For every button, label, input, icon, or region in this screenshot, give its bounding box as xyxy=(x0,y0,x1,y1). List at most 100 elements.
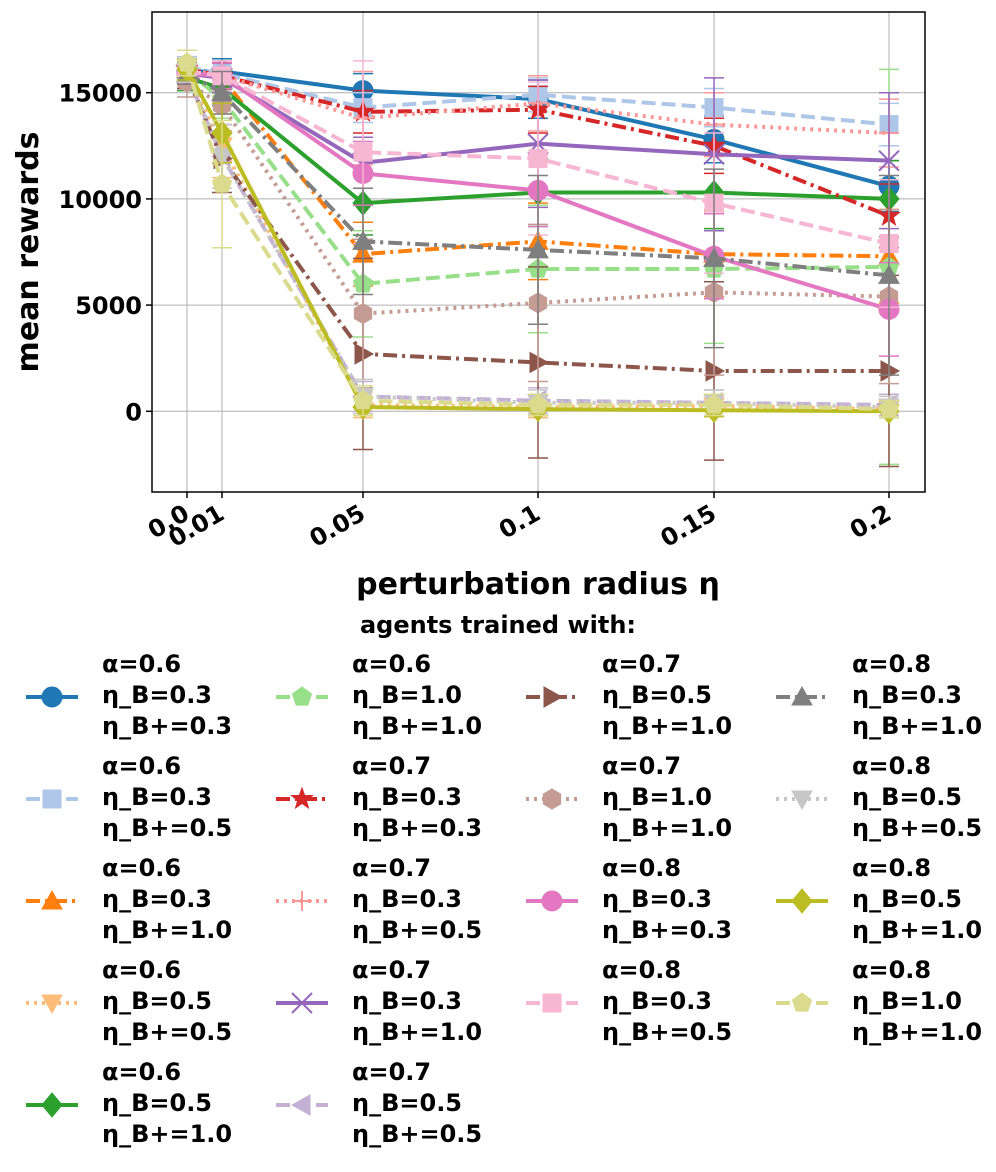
data-point xyxy=(352,390,374,410)
legend-label: α=0.7 xyxy=(352,854,431,882)
legend-item-14: α=0.8 η_B=0.3 η_B+=0.5 xyxy=(526,956,732,1046)
legend-label: η_B+=0.5 xyxy=(352,1120,482,1148)
legend-marker xyxy=(791,685,813,706)
legend-marker xyxy=(41,686,63,708)
legend-item-16: α=0.8 η_B=0.5 η_B+=0.5 xyxy=(776,752,982,842)
legend-label: η_B+=1.0 xyxy=(352,1018,482,1046)
legend-item-7: α=0.7 η_B=0.3 η_B+=0.3 xyxy=(276,752,482,842)
y-axis-title: mean rewards xyxy=(11,132,46,373)
legend-label: η_B+=1.0 xyxy=(602,814,732,842)
data-point xyxy=(878,398,900,418)
legend-item-3: α=0.6 η_B=0.3 η_B+=1.0 xyxy=(26,854,232,944)
legend-label: η_B=1.0 xyxy=(352,681,462,709)
legend-label: η_B+=1.0 xyxy=(102,1120,232,1148)
legend-marker xyxy=(41,1092,63,1118)
legend-label: α=0.7 xyxy=(602,650,681,678)
series-line xyxy=(185,62,890,412)
legend-label: η_B+=0.3 xyxy=(352,814,482,842)
legend-label: η_B=0.3 xyxy=(102,885,212,913)
legend-label: α=0.8 xyxy=(602,956,681,984)
data-point xyxy=(878,264,900,284)
legend-item-12: α=0.7 η_B=1.0 η_B+=1.0 xyxy=(526,752,732,842)
legend-label: η_B+=1.0 xyxy=(852,712,982,740)
legend-marker xyxy=(290,786,314,810)
data-point xyxy=(703,394,725,414)
legend-label: η_B=0.3 xyxy=(352,885,462,913)
series-18 xyxy=(176,49,900,419)
legend-label: η_B=0.3 xyxy=(352,783,462,811)
data-point xyxy=(211,173,233,193)
legend-marker xyxy=(791,790,813,811)
legend-marker xyxy=(291,686,313,706)
legend-item-6: α=0.6 η_B=1.0 η_B+=1.0 xyxy=(276,650,482,740)
legend-marker xyxy=(542,788,562,810)
legend-label: η_B=1.0 xyxy=(852,987,962,1015)
legend-label: η_B+=1.0 xyxy=(352,712,482,740)
y-tick-label: 10000 xyxy=(59,186,143,214)
y-tick-label: 0 xyxy=(125,398,142,426)
legend-item-8: α=0.7 η_B=0.3 η_B+=0.5 xyxy=(276,854,482,944)
legend-label: η_B+=0.5 xyxy=(102,814,232,842)
x-axis-title: perturbation radius η xyxy=(356,567,720,602)
series-line xyxy=(185,70,890,410)
legend-label: η_B=0.5 xyxy=(602,681,712,709)
marker-stroke xyxy=(878,149,900,172)
series-layer xyxy=(175,49,901,468)
legend-label: α=0.6 xyxy=(102,956,181,984)
legend-marker xyxy=(542,993,562,1013)
legend-label: η_B+=1.0 xyxy=(852,916,982,944)
legend-item-10: α=0.7 η_B=0.5 η_B+=0.5 xyxy=(276,1058,482,1148)
data-point xyxy=(529,351,550,374)
data-point xyxy=(353,303,373,325)
legend-marker xyxy=(291,992,313,1014)
legend-label: α=0.7 xyxy=(352,1058,431,1086)
data-point xyxy=(528,149,548,169)
legend: α=0.6 η_B=0.3 η_B+=0.3 α=0.6 η_B=0.3 η_B+=0.5… xyxy=(26,650,982,1148)
legend-label: α=0.6 xyxy=(102,1058,181,1086)
x-tick-label: 0.15 xyxy=(656,499,721,553)
legend-label: η_B=0.3 xyxy=(102,681,212,709)
series-line xyxy=(185,74,889,373)
legend-marker xyxy=(292,891,312,911)
legend-item-18: α=0.8 η_B=1.0 η_B+=1.0 xyxy=(776,956,982,1046)
series-line xyxy=(185,80,890,316)
data-point xyxy=(352,230,374,250)
legend-label: η_B=0.5 xyxy=(352,1089,462,1117)
x-tick-label: 0.2 xyxy=(845,499,896,545)
series-line xyxy=(185,68,890,414)
legend-title: agents trained with: xyxy=(360,611,636,639)
marker-stroke xyxy=(291,992,313,1014)
legend-label: η_B=0.5 xyxy=(102,987,212,1015)
legend-item-13: α=0.8 η_B=0.3 η_B+=0.3 xyxy=(526,854,732,944)
series-line xyxy=(185,69,890,286)
legend-item-4: α=0.6 η_B=0.5 η_B+=0.5 xyxy=(26,956,232,1046)
data-point xyxy=(878,149,900,172)
data-point xyxy=(527,238,549,259)
legend-label: α=0.6 xyxy=(352,650,431,678)
data-point xyxy=(527,394,549,414)
legend-item-17: α=0.8 η_B=0.5 η_B+=1.0 xyxy=(776,854,982,944)
legend-label: η_B+=1.0 xyxy=(602,712,732,740)
legend-marker xyxy=(42,789,62,809)
legend-label: η_B=1.0 xyxy=(602,783,712,811)
legend-item-9: α=0.7 η_B=0.3 η_B+=1.0 xyxy=(276,956,482,1046)
legend-item-5: α=0.6 η_B=0.5 η_B+=1.0 xyxy=(26,1058,232,1148)
legend-label: η_B=0.3 xyxy=(602,885,712,913)
legend-marker xyxy=(41,994,63,1015)
legend-label: η_B=0.3 xyxy=(352,987,462,1015)
legend-marker xyxy=(41,889,63,910)
legend-label: α=0.8 xyxy=(602,854,681,882)
legend-item-1: α=0.6 η_B=0.3 η_B+=0.3 xyxy=(26,650,232,740)
legend-label: η_B=0.5 xyxy=(102,1089,212,1117)
y-tick-label: 5000 xyxy=(75,292,142,320)
legend-label: α=0.7 xyxy=(352,752,431,780)
legend-label: α=0.8 xyxy=(852,752,931,780)
legend-label: α=0.7 xyxy=(352,956,431,984)
legend-label: η_B+=0.3 xyxy=(102,712,232,740)
legend-item-2: α=0.6 η_B=0.3 η_B+=0.5 xyxy=(26,752,232,842)
y-tick-label: 15000 xyxy=(59,80,143,108)
legend-label: η_B+=1.0 xyxy=(102,916,232,944)
data-point xyxy=(703,247,725,267)
data-point xyxy=(880,360,901,382)
